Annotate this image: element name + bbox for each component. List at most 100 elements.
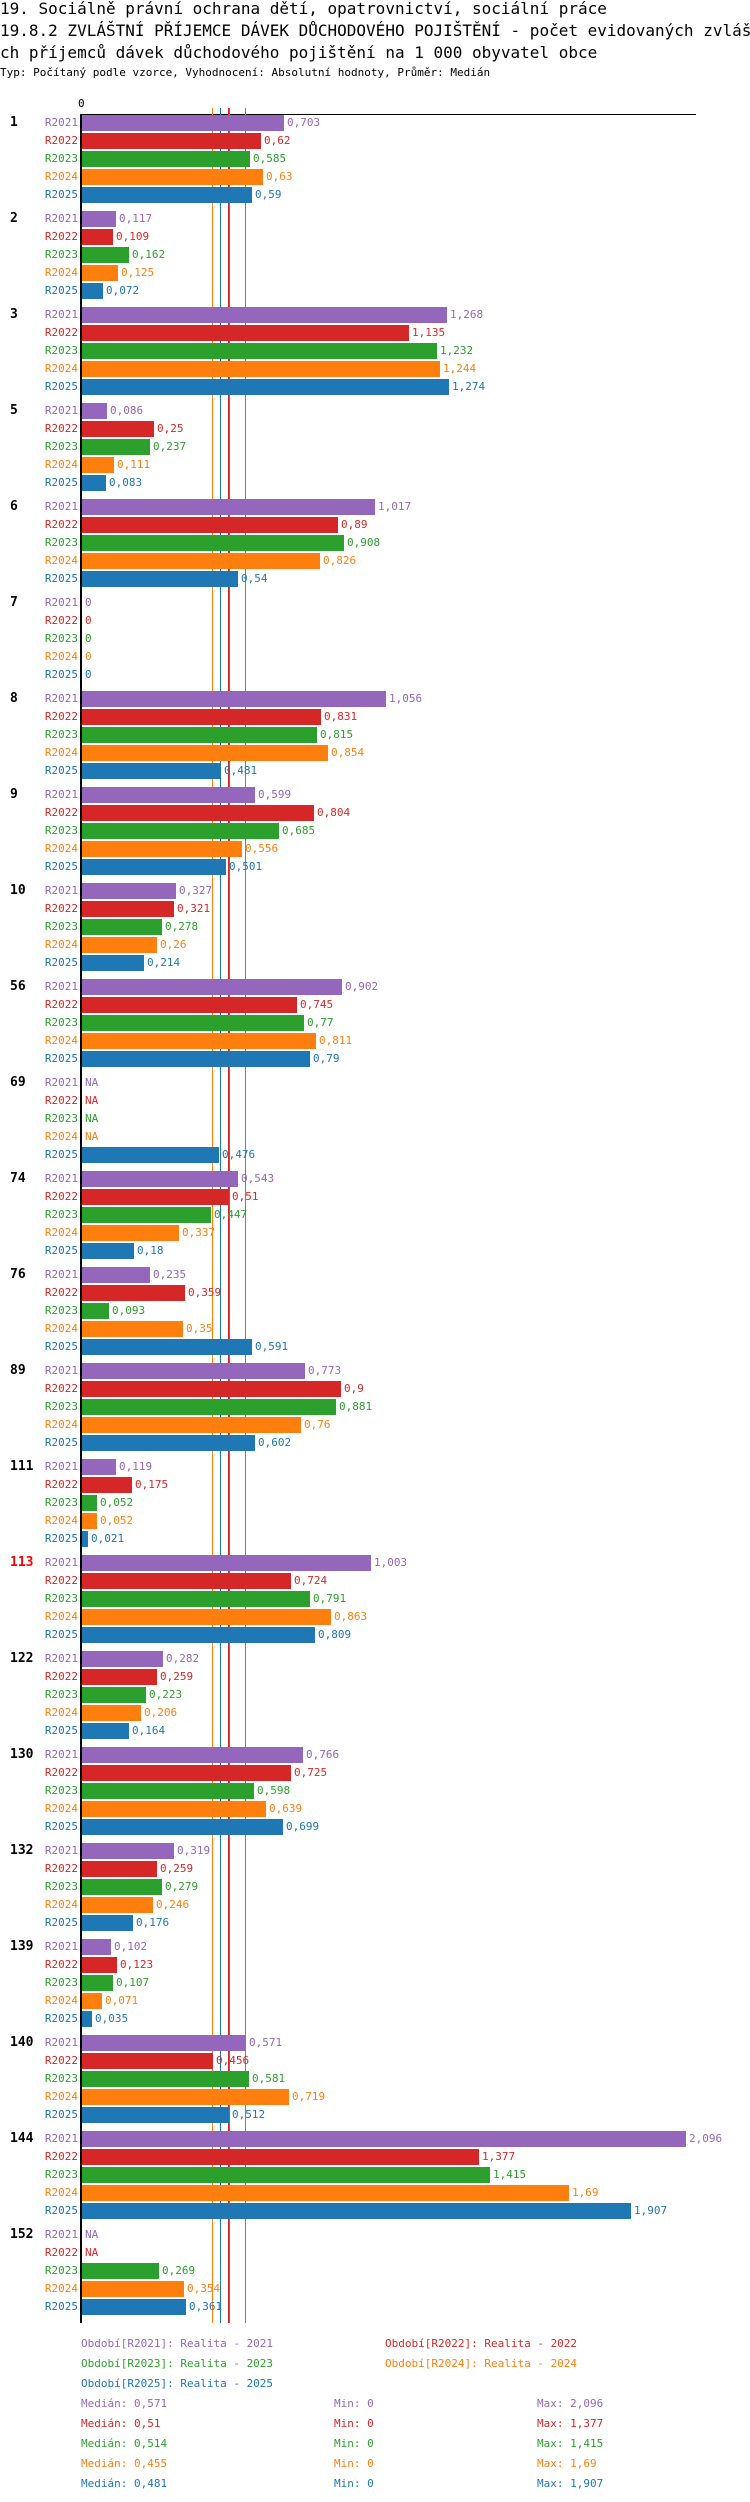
bar-R2021 — [82, 403, 107, 419]
value-label: 0,26 — [160, 938, 187, 951]
value-label: 0,35 — [186, 1322, 213, 1335]
stat-max: Max: 1,69 — [537, 2457, 597, 2470]
value-label: 2,096 — [689, 2132, 723, 2145]
series-label: R2021 — [44, 1940, 78, 1953]
value-label: 0,598 — [257, 1784, 291, 1797]
series-label: R2022 — [44, 1766, 78, 1779]
bar-R2021 — [82, 1939, 111, 1955]
bar-R2023 — [82, 1879, 162, 1895]
value-label: 0,881 — [339, 1400, 373, 1413]
series-label: R2025 — [44, 1148, 78, 1161]
series-label: R2021 — [44, 692, 78, 705]
legend-item: Období[R2022]: Realita - 2022 — [385, 2337, 578, 2350]
series-label: R2023 — [44, 1784, 78, 1797]
value-label: NA — [85, 1094, 99, 1107]
value-label: 0,354 — [187, 2282, 221, 2295]
bar-R2025 — [82, 1435, 255, 1451]
series-label: R2022 — [44, 998, 78, 1011]
group-label: 89 — [10, 1363, 26, 1378]
stat-min: Min: 0 — [334, 2437, 374, 2450]
value-label: 0 — [85, 632, 92, 645]
value-label: 0,745 — [300, 998, 334, 1011]
series-label: R2022 — [44, 1958, 78, 1971]
series-label: R2024 — [44, 2282, 78, 2295]
bar-R2024 — [82, 745, 328, 761]
series-label: R2025 — [44, 2108, 78, 2121]
value-label: NA — [85, 2228, 99, 2241]
x-axis-line — [81, 114, 696, 115]
series-label: R2021 — [44, 1364, 78, 1377]
median-line-R2024 — [212, 108, 213, 2323]
value-label: NA — [85, 1130, 99, 1143]
series-label: R2023 — [44, 1208, 78, 1221]
value-label: 0,123 — [120, 1958, 154, 1971]
value-label: 0,766 — [306, 1748, 340, 1761]
value-label: 0,269 — [162, 2264, 196, 2277]
group-label: 130 — [10, 1747, 34, 1762]
value-label: 0,854 — [331, 746, 365, 759]
series-label: R2024 — [44, 1322, 78, 1335]
bar-R2021 — [82, 115, 284, 131]
bar-R2024 — [82, 361, 440, 377]
bar-R2022 — [82, 1861, 157, 1877]
bar-R2024 — [82, 1609, 331, 1625]
series-label: R2023 — [44, 440, 78, 453]
series-label: R2021 — [44, 884, 78, 897]
bar-R2024 — [82, 2281, 184, 2297]
bar-R2023 — [82, 1591, 310, 1607]
group-label: 10 — [10, 883, 26, 898]
bar-R2023 — [82, 2167, 490, 2183]
value-label: 0,791 — [313, 1592, 347, 1605]
series-label: R2025 — [44, 1628, 78, 1641]
value-label: 0,337 — [182, 1226, 216, 1239]
series-label: R2025 — [44, 1340, 78, 1353]
value-label: 0,512 — [232, 2108, 266, 2121]
group-label: 74 — [10, 1171, 26, 1186]
bar-R2022 — [82, 1285, 185, 1301]
series-label: R2024 — [44, 1130, 78, 1143]
bar-R2025 — [82, 571, 238, 587]
value-label: 0,021 — [91, 1532, 125, 1545]
bar-R2025 — [82, 2203, 631, 2219]
series-label: R2022 — [44, 902, 78, 915]
axis-zero-label: 0 — [78, 97, 85, 110]
value-label: 1,69 — [572, 2186, 599, 2199]
bar-R2021 — [82, 1747, 303, 1763]
series-label: R2025 — [44, 572, 78, 585]
series-label: R2023 — [44, 1976, 78, 1989]
value-label: 0,773 — [308, 1364, 342, 1377]
bar-R2023 — [82, 1303, 109, 1319]
group-label: 2 — [10, 211, 18, 226]
value-label: 0,071 — [105, 1994, 139, 2007]
bar-R2022 — [82, 997, 297, 1013]
value-label: 1,244 — [443, 362, 477, 375]
series-label: R2025 — [44, 860, 78, 873]
series-label: R2022 — [44, 1862, 78, 1875]
series-label: R2022 — [44, 2054, 78, 2067]
group-label: 144 — [10, 2131, 34, 2146]
bar-R2022 — [82, 1573, 291, 1589]
value-label: 0,093 — [112, 1304, 146, 1317]
bar-R2021 — [82, 787, 255, 803]
bar-R2024 — [82, 937, 157, 953]
bar-R2021 — [82, 211, 116, 227]
bar-R2021 — [82, 1363, 305, 1379]
bar-R2023 — [82, 1495, 97, 1511]
value-label: 0,176 — [136, 1916, 170, 1929]
bar-R2025 — [82, 763, 221, 779]
value-label: 0,63 — [266, 170, 293, 183]
bar-R2021 — [82, 1555, 371, 1571]
legend-item: Období[R2023]: Realita - 2023 — [81, 2357, 274, 2370]
value-label: 0,206 — [144, 1706, 178, 1719]
series-label: R2022 — [44, 1286, 78, 1299]
bar-R2022 — [82, 1669, 157, 1685]
bar-R2023 — [82, 2263, 159, 2279]
bar-R2021 — [82, 691, 386, 707]
bar-R2024 — [82, 841, 242, 857]
group-label: 56 — [10, 979, 26, 994]
series-label: R2021 — [44, 1460, 78, 1473]
value-label: 0,111 — [117, 458, 151, 471]
group-label: 122 — [10, 1651, 34, 1666]
value-label: 0,639 — [269, 1802, 303, 1815]
stat-max: Max: 2,096 — [537, 2397, 604, 2410]
